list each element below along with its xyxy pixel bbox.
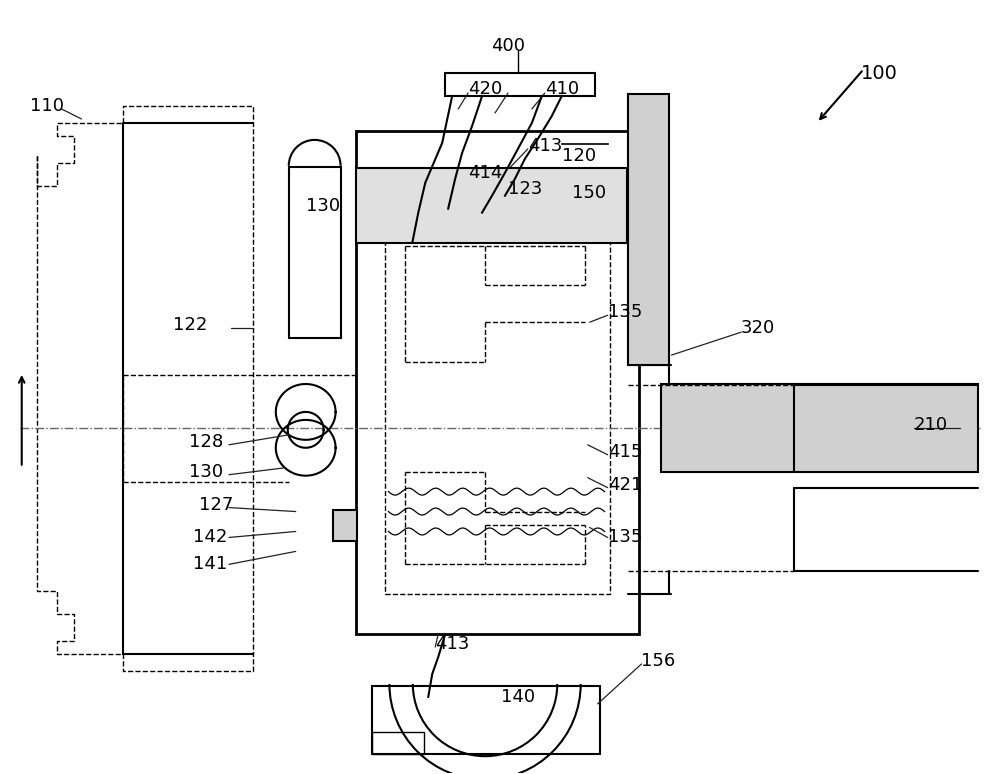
Text: 142: 142 <box>193 529 227 546</box>
Text: 130: 130 <box>306 197 340 214</box>
Bar <box>372 686 600 754</box>
Text: 410: 410 <box>545 80 579 98</box>
Text: 413: 413 <box>435 635 470 653</box>
Bar <box>661 384 978 471</box>
Text: 122: 122 <box>173 317 208 334</box>
Text: 156: 156 <box>641 652 676 670</box>
Text: 100: 100 <box>861 63 898 83</box>
Text: 320: 320 <box>741 319 775 337</box>
Bar <box>385 171 610 594</box>
Text: 120: 120 <box>562 147 596 165</box>
Text: 135: 135 <box>608 529 642 546</box>
Bar <box>356 168 627 242</box>
Text: 127: 127 <box>199 495 233 514</box>
Text: 141: 141 <box>193 556 227 574</box>
Text: 128: 128 <box>189 433 223 450</box>
Text: 420: 420 <box>468 80 502 98</box>
Text: 110: 110 <box>30 97 64 115</box>
Text: 130: 130 <box>189 463 223 481</box>
Text: 210: 210 <box>914 416 948 434</box>
Text: 123: 123 <box>508 180 542 197</box>
Text: 414: 414 <box>468 164 502 182</box>
Text: 140: 140 <box>501 688 535 706</box>
Text: 415: 415 <box>608 443 642 461</box>
Text: 400: 400 <box>491 37 525 55</box>
Text: 150: 150 <box>572 183 606 202</box>
Bar <box>372 731 424 754</box>
Text: 413: 413 <box>528 137 562 155</box>
Text: 135: 135 <box>608 303 642 321</box>
Bar <box>333 509 357 542</box>
Bar <box>289 166 341 338</box>
Bar <box>628 94 669 365</box>
Text: 421: 421 <box>608 476 642 494</box>
Bar <box>356 131 639 634</box>
